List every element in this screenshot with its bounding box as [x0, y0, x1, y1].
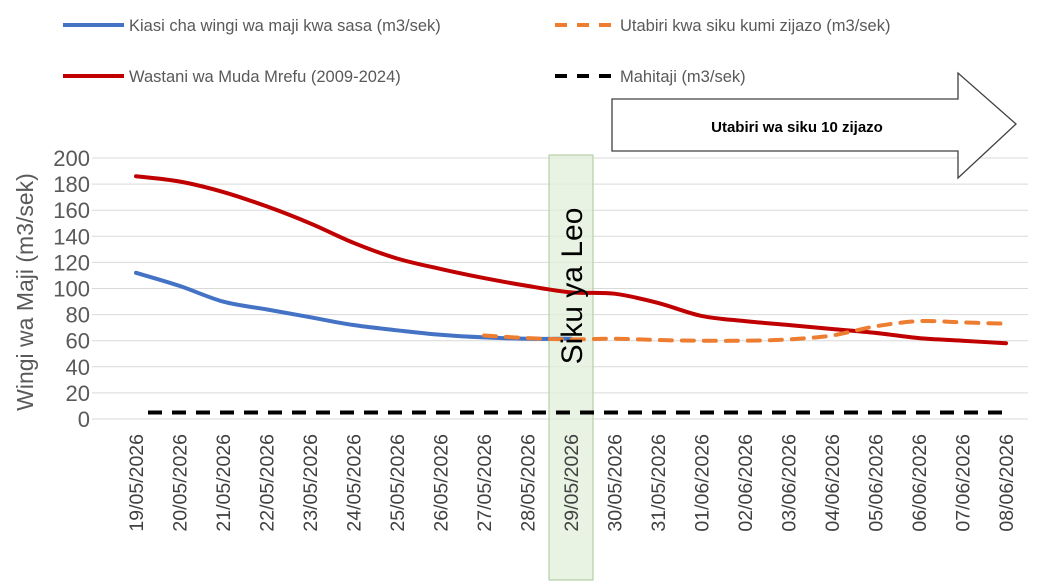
x-tick-label: 26/05/2026	[431, 434, 453, 532]
x-tick-label: 31/05/2026	[648, 434, 670, 532]
x-tick-label: 24/05/2026	[344, 434, 366, 532]
forecast-arrow-shape	[611, 71, 1017, 180]
x-tick-label: 01/06/2026	[692, 434, 714, 532]
x-tick-label: 27/05/2026	[474, 434, 496, 532]
y-tick-label: 100	[53, 277, 90, 302]
series-line-2	[134, 174, 1008, 346]
y-tick-label: 120	[53, 250, 90, 275]
x-tick-label: 25/05/2026	[387, 434, 409, 532]
legend-label-2: Wastani wa Muda Mrefu (2009-2024)	[129, 68, 401, 86]
x-tick-label: 29/05/2026	[561, 434, 583, 532]
y-tick-label: 60	[66, 329, 90, 354]
y-axis-title: Wingi wa Maji (m3/sek)	[12, 173, 38, 411]
legend-label-1: Utabiri kwa siku kumi zijazo (m3/sek)	[620, 17, 890, 35]
y-tick-label: 40	[66, 355, 90, 380]
today-highlight-band	[548, 154, 594, 581]
x-tick-label: 07/06/2026	[953, 434, 975, 532]
x-tick-label: 05/06/2026	[866, 434, 888, 532]
y-tick-label: 0	[78, 407, 90, 432]
series-line-1	[482, 318, 1008, 343]
x-tick-label: 03/06/2026	[779, 434, 801, 532]
legend-label-3: Mahitaji (m3/sek)	[620, 68, 746, 86]
x-tick-label: 28/05/2026	[518, 434, 540, 532]
y-tick-label: 180	[53, 172, 90, 197]
x-axis-ticks: 19/05/2026 20/05/2026 21/05/2026 22/05/2026…	[126, 434, 1018, 532]
x-tick-label: 02/06/2026	[735, 434, 757, 532]
y-tick-label: 160	[53, 198, 90, 223]
x-tick-label: 21/05/2026	[213, 434, 235, 532]
y-tick-label: 140	[53, 224, 90, 249]
y-tick-label: 20	[66, 381, 90, 406]
legend-label-0: Kiasi cha wingi wa maji kwa sasa (m3/sek…	[129, 17, 441, 35]
x-tick-label: 22/05/2026	[257, 434, 279, 532]
x-tick-label: 19/05/2026	[126, 434, 148, 532]
forecast-arrow: Utabiri wa siku 10 zijazo	[611, 71, 1017, 180]
legend: Kiasi cha wingi wa maji kwa sasa (m3/sek…	[63, 17, 890, 86]
x-tick-label: 04/06/2026	[822, 434, 844, 532]
today-label: Siku ya Leo	[556, 208, 589, 365]
x-tick-label: 08/06/2026	[996, 434, 1018, 532]
x-tick-label: 30/05/2026	[605, 434, 627, 532]
forecast-arrow-label: Utabiri wa siku 10 zijazo	[711, 119, 883, 136]
x-tick-label: 06/06/2026	[909, 434, 931, 532]
x-tick-label: 23/05/2026	[300, 434, 322, 532]
series-lines	[134, 174, 1008, 415]
x-tick-label: 20/05/2026	[170, 434, 192, 532]
y-tick-label: 80	[66, 303, 90, 328]
y-tick-label: 200	[53, 146, 90, 171]
